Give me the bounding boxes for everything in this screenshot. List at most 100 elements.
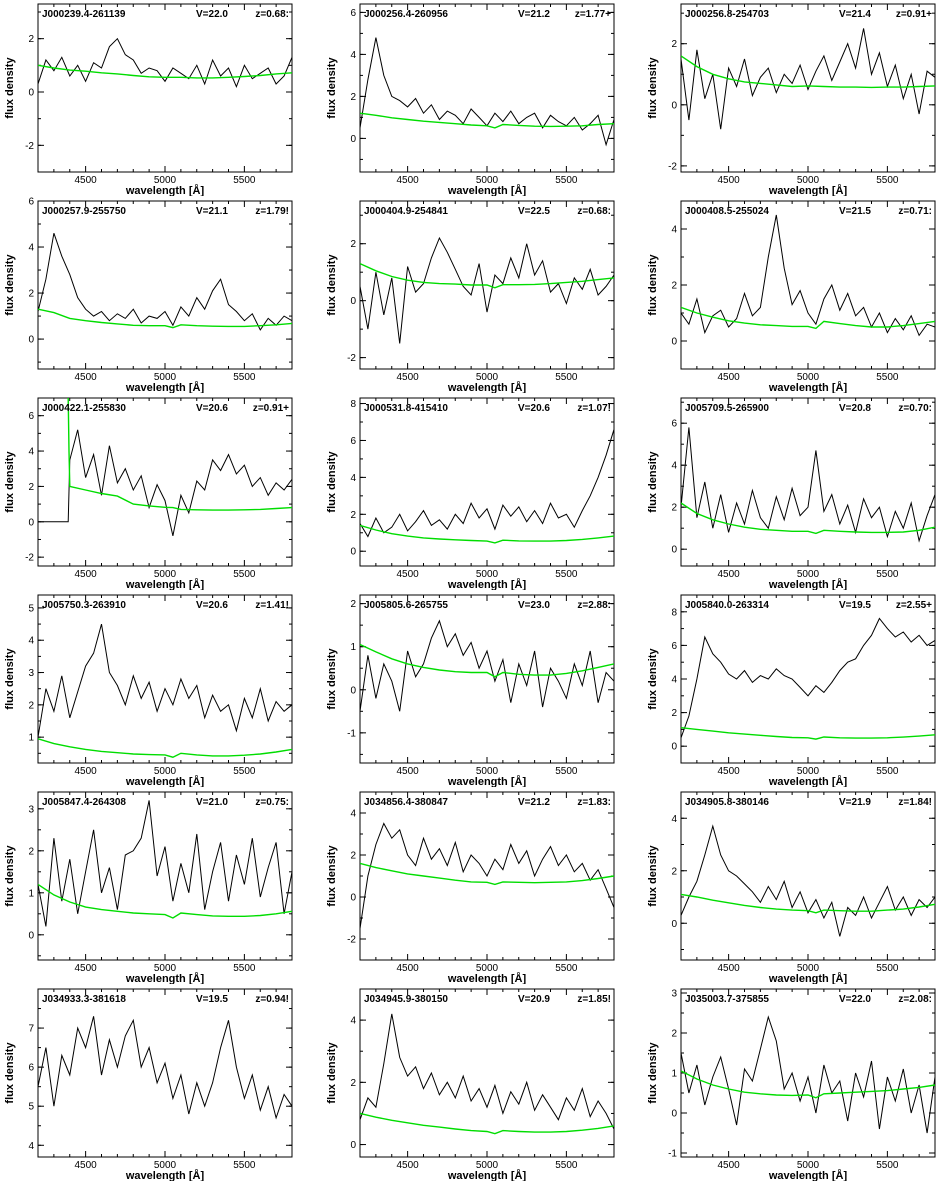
model-continuum-line [681,893,935,914]
y-tick-label: 1 [28,733,34,744]
object-name: J000256.4-260956 [364,9,448,20]
y-tick-label: 6 [28,411,34,422]
x-axis-label: wavelength [Å] [447,184,527,196]
x-tick-label: 5500 [876,766,899,777]
object-name: J034933.3-381618 [42,994,126,1005]
x-axis-label: wavelength [Å] [768,972,848,984]
y-tick-label: 0 [350,134,356,145]
x-tick-label: 5500 [555,1160,578,1171]
y-axis-label: flux density [4,1042,16,1104]
y-tick-label: 2 [350,1078,356,1089]
spectrum-line [360,236,614,344]
x-tick-label: 5500 [876,1160,899,1171]
x-tick-label: 4500 [718,372,741,383]
spectrum-line [360,429,614,538]
spectrum-line [38,429,292,537]
spectrum-plot: 4500 5000 5500 0 2 4 6 8 J005840.0-263314 V=19.5 z… [647,594,936,787]
y-axis-label: flux density [4,845,16,907]
y-tick-label: 4 [350,50,356,61]
object-name: J034905.8-380146 [685,797,769,808]
model-continuum-line [681,727,935,740]
x-tick-label: 4500 [718,1160,741,1171]
v-magnitude: V=22.0 [839,994,871,1005]
model-continuum-line [38,308,292,329]
y-axis-label: flux density [4,57,16,119]
y-tick-label: 4 [671,814,677,825]
x-tick-label: 5500 [233,372,256,383]
spectrum-plot: 4500 5000 5500 -1 0 1 2 J005805.6-265755 V=23.0 z… [326,594,615,787]
spectrum-plot: 4500 5000 5500 -2 0 2 J000404.9-254841 V=22.5 z=… [326,200,615,393]
y-tick-label: 0 [350,547,356,558]
x-tick-label: 5000 [797,569,820,580]
x-tick-label: 5000 [797,1160,820,1171]
x-tick-label: 5000 [154,372,177,383]
x-tick-label: 5500 [555,175,578,186]
y-tick-label: -2 [347,353,356,364]
x-tick-label: 4500 [718,963,741,974]
y-tick-label: 5 [28,603,34,614]
object-name: J005840.0-263314 [685,600,769,611]
x-tick-label: 5000 [154,1160,177,1171]
spectrum-line [38,1016,292,1120]
x-axis-label: wavelength [Å] [125,1169,205,1181]
x-axis-label: wavelength [Å] [447,1169,527,1181]
object-name: J034856.4-380847 [364,797,448,808]
x-axis-label: wavelength [Å] [768,1169,848,1181]
y-tick-label: 8 [350,399,356,410]
spectrum-plot: 4500 5000 5500 -1 0 1 2 3 J035003.7-375855 V=22.0… [647,988,936,1181]
y-tick-label: 0 [671,100,677,111]
v-magnitude: V=21.0 [196,797,228,808]
y-axis-label: flux density [4,648,16,710]
y-axis-label: flux density [326,451,338,513]
y-axis-label: flux density [647,254,659,316]
spectrum-plot: 4500 5000 5500 0 2 4 6 8 J000531.8-415410 V=20.6 z… [326,397,615,590]
y-tick-label: 0 [671,919,677,930]
model-continuum-line [38,738,292,758]
redshift: z=2.08: [898,994,932,1005]
x-tick-label: 5500 [876,372,899,383]
plot-frame [37,594,293,764]
y-axis-label: flux density [647,451,659,513]
redshift: z=1.84! [898,797,932,808]
model-continuum-line [681,1070,935,1099]
y-axis-label: flux density [4,254,16,316]
x-tick-label: 5000 [154,175,177,186]
x-tick-label: 5000 [476,372,499,383]
x-axis-label: wavelength [Å] [447,775,527,787]
spectrum-plot: 4500 5000 5500 -2 0 2 J000239.4-261139 V=22.0 z=… [4,3,293,196]
x-tick-label: 4500 [397,963,420,974]
object-name: J005750.3-263910 [42,600,126,611]
redshift: z=1.41! [255,600,289,611]
y-tick-label: 2 [671,708,677,719]
y-tick-label: 0 [28,335,34,346]
y-tick-label: 0 [350,893,356,904]
spectrum-line [681,617,935,738]
redshift: z=1.07! [577,403,611,414]
x-axis-label: wavelength [Å] [125,972,205,984]
plot-frame [680,397,936,567]
spectrum-panel: 4500 5000 5500 0 2 4 J034905.8-380146 V=21.9 z=1… [643,788,945,984]
spectrum-panel: 4500 5000 5500 0 2 4 6 8 J005840.0-263314 V=19.5 z… [643,591,945,787]
spectrum-plot: 4500 5000 5500 0 2 4 J034945.9-380150 V=20.9 z=1… [326,988,615,1181]
x-tick-label: 5500 [876,963,899,974]
spectrum-line [38,623,292,738]
x-tick-label: 4500 [718,766,741,777]
spectrum-line [681,427,935,543]
v-magnitude: V=21.2 [518,797,550,808]
spectrum-plot: 4500 5000 5500 0 2 4 J034905.8-380146 V=21.9 z=1… [647,791,936,984]
y-tick-label: 1 [671,1069,677,1080]
spectrum-line [360,37,614,147]
v-magnitude: V=20.6 [196,600,228,611]
y-tick-label: 2 [28,34,34,45]
spectrum-line [38,233,292,331]
y-tick-label: 0 [671,742,677,753]
x-tick-label: 4500 [397,766,420,777]
v-magnitude: V=20.6 [518,403,550,414]
model-continuum-line [38,64,292,79]
x-tick-label: 5000 [476,766,499,777]
model-continuum-line [360,643,614,678]
x-axis-label: wavelength [Å] [768,184,848,196]
x-tick-label: 4500 [397,372,420,383]
x-tick-label: 4500 [397,569,420,580]
x-axis-label: wavelength [Å] [768,578,848,590]
